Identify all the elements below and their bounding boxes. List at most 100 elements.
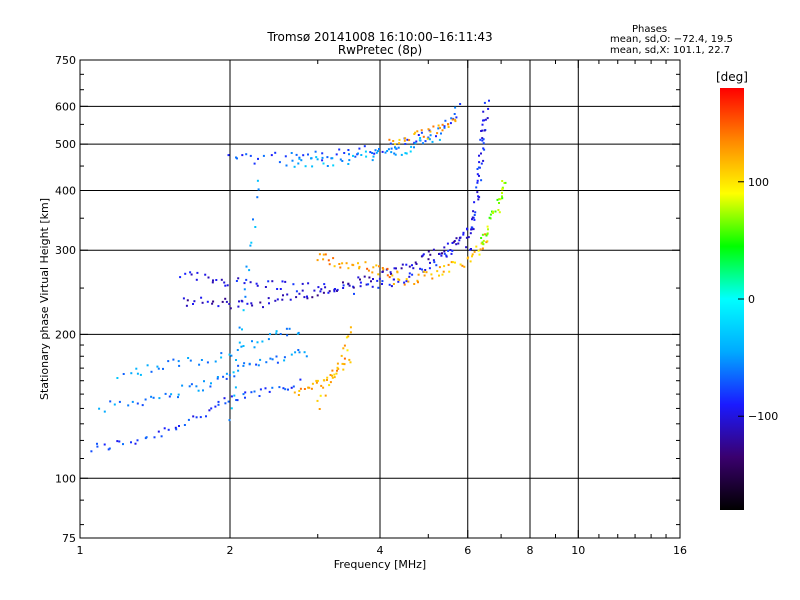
data-point	[187, 357, 190, 359]
data-point	[346, 349, 349, 352]
data-point	[245, 153, 248, 156]
data-point	[459, 103, 462, 105]
data-point	[237, 277, 240, 280]
data-point	[484, 233, 487, 236]
x-tick-label: 1	[77, 544, 84, 557]
data-point	[278, 386, 281, 389]
data-point	[423, 274, 426, 277]
data-point	[285, 164, 288, 167]
phase-o-stats: mean, sd,O: −72.4, 19.5	[610, 34, 733, 45]
data-point	[248, 362, 251, 365]
data-point	[485, 234, 488, 237]
data-point	[482, 159, 485, 162]
data-point	[225, 377, 228, 380]
data-point	[220, 352, 223, 355]
y-tick-label: 600	[55, 100, 76, 113]
data-point	[339, 266, 342, 269]
data-point	[438, 252, 441, 255]
data-point	[294, 351, 297, 354]
data-point	[275, 330, 278, 333]
data-point	[326, 379, 328, 381]
data-point	[276, 288, 279, 290]
data-point	[475, 245, 478, 248]
data-point	[480, 237, 483, 239]
data-point	[469, 260, 472, 263]
data-point	[230, 354, 233, 357]
data-point	[374, 149, 377, 152]
data-point	[386, 267, 389, 270]
data-point	[261, 340, 264, 343]
data-point	[160, 435, 163, 438]
data-point	[449, 122, 452, 125]
data-point	[349, 326, 352, 329]
data-point	[250, 302, 253, 305]
data-point	[168, 395, 171, 398]
data-point	[405, 263, 408, 266]
data-point	[342, 287, 345, 289]
data-point	[122, 373, 125, 375]
data-point	[184, 272, 187, 275]
data-point	[496, 198, 499, 201]
data-point	[386, 274, 389, 277]
data-point	[295, 290, 298, 293]
data-point	[427, 250, 430, 253]
data-point	[177, 393, 180, 396]
data-point	[292, 283, 295, 286]
data-point	[396, 271, 399, 274]
data-point	[98, 407, 101, 410]
data-point	[480, 179, 483, 182]
data-point	[404, 137, 407, 140]
data-point	[404, 152, 407, 155]
data-point	[189, 271, 192, 274]
data-point	[216, 377, 219, 380]
data-point	[424, 140, 427, 143]
data-point	[476, 181, 479, 184]
data-point	[473, 250, 476, 253]
data-point	[438, 138, 441, 141]
data-point	[472, 228, 475, 231]
data-point	[304, 165, 307, 168]
data-point	[417, 134, 420, 136]
data-point	[395, 267, 397, 270]
data-point	[118, 440, 121, 443]
data-point	[481, 129, 484, 132]
data-point	[322, 291, 325, 294]
data-point	[329, 374, 332, 376]
data-point	[311, 165, 314, 168]
data-point	[476, 173, 479, 176]
data-point	[262, 306, 264, 309]
data-point	[291, 159, 294, 162]
y-tick-label: 300	[55, 244, 76, 257]
data-point	[319, 394, 322, 397]
data-point	[488, 216, 491, 219]
data-point	[348, 358, 351, 361]
data-point	[439, 126, 441, 129]
data-point	[453, 113, 456, 115]
data-point	[172, 358, 175, 361]
data-point	[286, 334, 289, 337]
data-point	[369, 151, 372, 154]
data-point	[295, 153, 298, 156]
data-point	[452, 241, 455, 244]
data-point	[278, 161, 281, 164]
data-point	[477, 249, 480, 252]
data-point	[214, 360, 217, 363]
data-point	[338, 263, 341, 265]
data-point	[413, 283, 416, 285]
data-point	[451, 249, 454, 252]
data-point	[487, 228, 489, 231]
data-point	[348, 284, 351, 287]
data-point	[477, 198, 480, 201]
data-point	[437, 124, 440, 127]
data-point	[503, 182, 506, 184]
data-point	[372, 266, 375, 269]
data-point	[336, 369, 338, 372]
data-point	[371, 285, 374, 288]
x-tick-label: 16	[673, 544, 687, 557]
phase-x-stats: mean, sd,X: 101.1, 22.7	[610, 45, 731, 56]
data-point	[256, 179, 259, 182]
data-point	[285, 327, 288, 330]
data-point	[422, 142, 424, 145]
data-point	[316, 399, 319, 402]
y-tick-label: 100	[55, 472, 76, 485]
